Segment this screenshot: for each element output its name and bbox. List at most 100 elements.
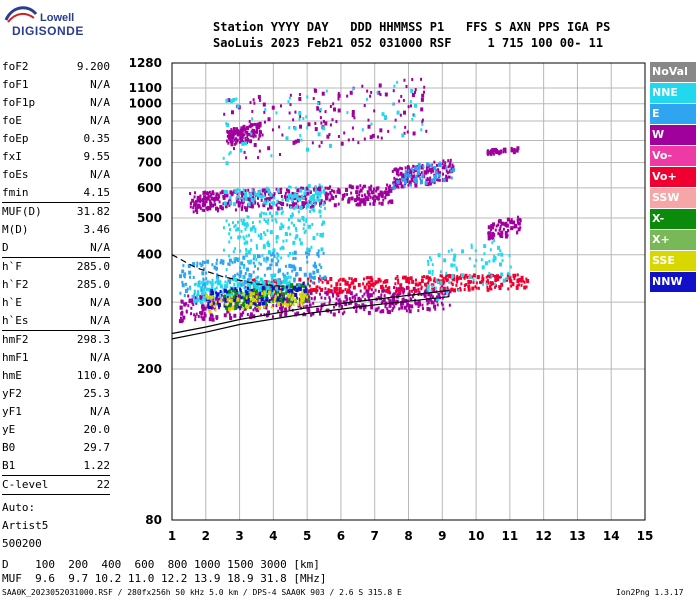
echo-point	[362, 277, 365, 281]
echo-point	[303, 272, 307, 277]
echo-point	[324, 110, 327, 114]
echo-point	[441, 274, 444, 278]
polarization-legend: NoVal NNE E W Vo- Vo+ SSW X- X+ SSE NNW	[650, 62, 696, 293]
echo-point	[261, 133, 264, 137]
x-tick-label: 14	[603, 529, 620, 543]
parameter-value: N/A	[90, 314, 110, 327]
echo-point	[483, 244, 487, 249]
echo-point	[274, 278, 277, 282]
parameter-value: 9.200	[76, 60, 110, 73]
echo-point	[486, 285, 489, 289]
echo-point	[249, 200, 253, 205]
echo-point	[253, 129, 256, 133]
echo-point	[379, 279, 382, 283]
echo-point	[337, 93, 341, 98]
echo-point	[397, 281, 400, 285]
echo-point	[251, 298, 255, 303]
echo-point	[319, 309, 322, 313]
echo-point	[472, 273, 476, 278]
parameter-row: B0 29.7	[2, 439, 110, 457]
echo-point	[266, 267, 269, 271]
echo-point	[247, 293, 251, 298]
echo-point	[234, 298, 237, 302]
legend-item: X+	[650, 230, 696, 250]
echo-point	[254, 197, 257, 201]
echo-point	[323, 302, 326, 306]
echo-point	[260, 232, 263, 236]
echo-point	[381, 309, 385, 314]
echo-point	[182, 315, 186, 320]
echo-point	[189, 285, 192, 289]
x-tick-label: 3	[235, 529, 243, 543]
echo-point	[407, 169, 410, 173]
echo-point	[285, 239, 288, 243]
echo-point	[277, 300, 280, 304]
echo-point	[415, 174, 418, 178]
echo-point	[319, 292, 322, 296]
echo-point	[314, 201, 317, 205]
echo-point	[425, 169, 429, 174]
echo-point	[350, 185, 354, 190]
echo-point	[343, 310, 346, 314]
echo-point	[396, 184, 399, 188]
echo-point	[280, 246, 283, 250]
echo-point	[296, 197, 299, 201]
y-tick-label: 300	[137, 295, 162, 309]
parameter-value: N/A	[90, 296, 110, 309]
echo-point	[216, 196, 220, 201]
echo-point	[244, 189, 247, 193]
echo-point	[235, 288, 238, 292]
echo-point	[444, 292, 447, 296]
echo-point	[278, 286, 281, 290]
echo-point	[388, 303, 392, 308]
echo-point	[239, 136, 242, 140]
echo-point	[391, 293, 395, 298]
echo-point	[490, 274, 493, 278]
echo-point	[265, 280, 268, 284]
echo-point	[332, 312, 336, 317]
echo-point	[319, 278, 322, 282]
echo-point	[500, 221, 504, 226]
echo-point	[404, 174, 408, 179]
echo-point	[267, 240, 270, 244]
echo-point	[270, 305, 273, 309]
echo-point	[269, 201, 272, 205]
echo-point	[396, 180, 400, 185]
echo-point	[298, 205, 302, 210]
echo-point	[255, 244, 258, 248]
echo-point	[305, 115, 308, 119]
echo-point	[181, 283, 185, 288]
echo-point	[354, 296, 357, 300]
echo-point	[423, 290, 426, 294]
echo-point	[358, 201, 361, 205]
echo-point	[226, 290, 229, 294]
echo-point	[441, 303, 444, 307]
echo-point	[494, 282, 497, 286]
echo-point	[210, 302, 213, 306]
echo-point	[433, 304, 437, 309]
echo-point	[252, 292, 255, 296]
parameter-name: foE	[2, 114, 22, 127]
echo-point	[309, 191, 312, 195]
echo-point	[236, 272, 239, 276]
echo-point	[369, 195, 372, 199]
echo-point	[224, 302, 227, 306]
echo-point	[224, 297, 227, 301]
echo-point	[428, 178, 431, 182]
echo-point	[520, 279, 523, 283]
echo-point	[322, 251, 325, 255]
echo-point	[321, 223, 324, 227]
echo-point	[267, 266, 270, 270]
echo-point	[497, 223, 500, 227]
echo-point	[418, 281, 422, 286]
echo-point	[359, 298, 362, 302]
echo-point	[292, 277, 296, 282]
echo-point	[230, 128, 233, 132]
echo-point	[279, 280, 283, 285]
echo-point	[516, 230, 519, 234]
echo-point	[370, 90, 373, 94]
echo-point	[239, 291, 242, 295]
echo-point	[321, 280, 324, 284]
echo-point	[276, 206, 280, 211]
echo-point	[384, 92, 388, 97]
